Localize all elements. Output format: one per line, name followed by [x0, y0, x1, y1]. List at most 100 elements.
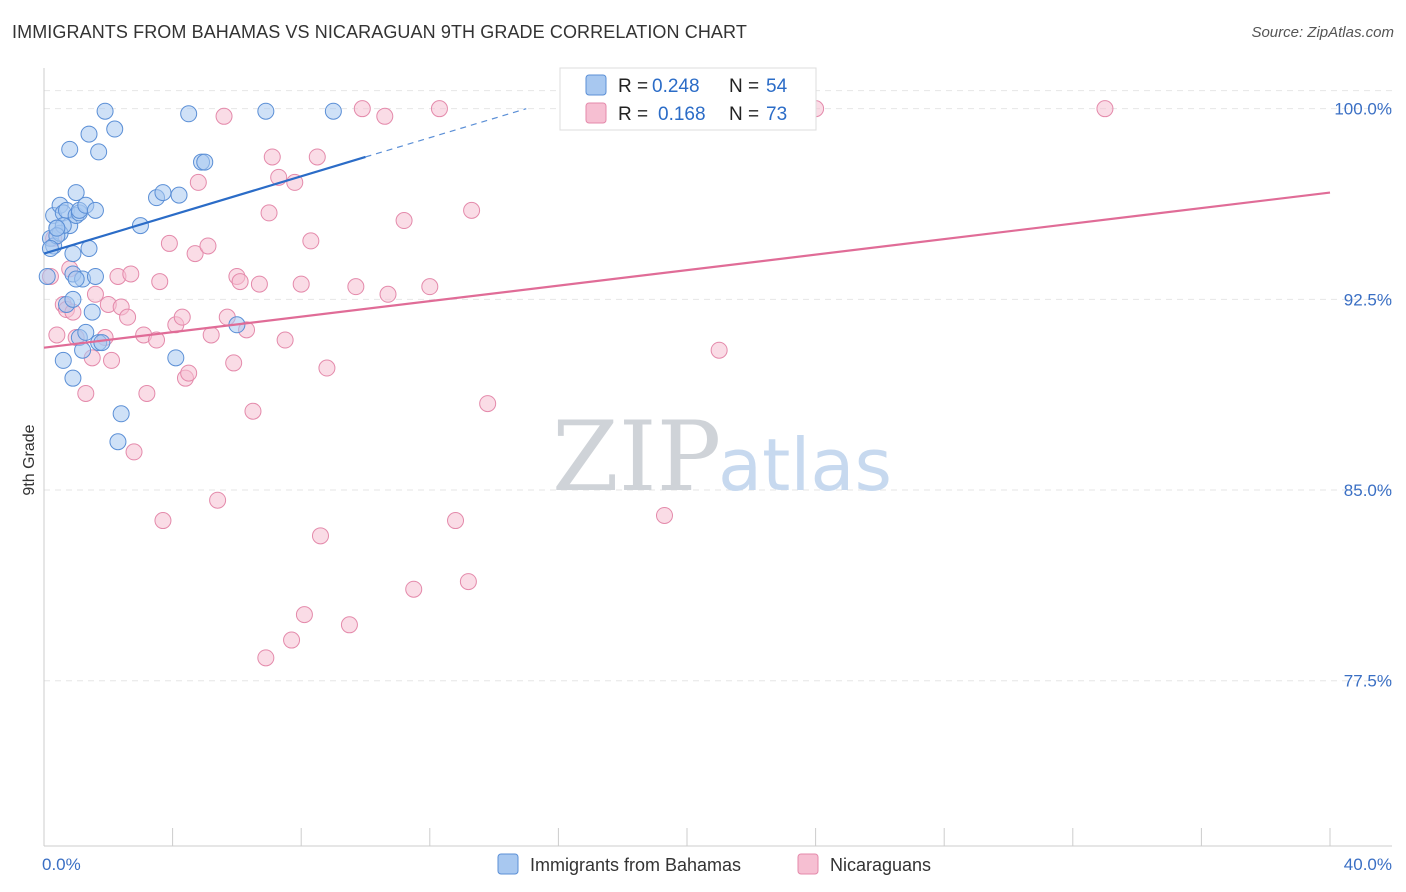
point-nicaraguans-69 — [710, 341, 728, 359]
point-bahamas-33 — [93, 334, 111, 352]
y-tick-label-1: 92.5% — [1344, 290, 1392, 309]
trend-lines — [43, 108, 1331, 349]
point-nicaraguans-40 — [244, 402, 262, 420]
point-nicaraguans-38 — [231, 273, 249, 291]
legend-label-bahamas: Immigrants from Bahamas — [530, 855, 741, 875]
point-nicaraguans-72 — [1096, 100, 1114, 118]
point-bahamas-28 — [83, 303, 101, 321]
point-nicaraguans-26 — [173, 308, 191, 326]
point-bahamas-37 — [112, 405, 130, 423]
point-bahamas-45 — [196, 153, 214, 171]
point-bahamas-16 — [61, 140, 79, 158]
point-nicaraguans-54 — [318, 359, 336, 377]
watermark-atlas: atlas — [718, 423, 892, 507]
point-nicaraguans-10 — [86, 285, 104, 303]
point-bahamas-47 — [257, 102, 275, 120]
stats-r-label-bahamas: R = — [618, 76, 648, 97]
stats-n-label-bahamas: N = — [729, 76, 759, 97]
point-nicaraguans-57 — [353, 100, 371, 118]
point-nicaraguans-21 — [148, 331, 166, 349]
point-nicaraguans-29 — [186, 245, 204, 263]
point-nicaraguans-59 — [379, 285, 397, 303]
point-nicaraguans-63 — [430, 100, 448, 118]
point-bahamas-51 — [67, 270, 85, 288]
trend-line-bahamas-extension — [365, 108, 527, 158]
point-bahamas-50 — [54, 351, 72, 369]
point-bahamas-27 — [80, 240, 98, 258]
point-bahamas-35 — [106, 120, 124, 138]
point-nicaraguans-23 — [154, 512, 172, 530]
point-nicaraguans-50 — [295, 606, 313, 624]
point-bahamas-52 — [48, 219, 66, 237]
trend-line-nicaraguans — [43, 191, 1331, 349]
point-bahamas-31 — [90, 143, 108, 161]
stats-n-value-nicaraguans: 73 — [766, 104, 787, 125]
point-nicaraguans-31 — [199, 237, 217, 255]
point-bahamas-48 — [324, 102, 342, 120]
y-tick-label-0: 100.0% — [1334, 100, 1392, 119]
point-nicaraguans-58 — [376, 107, 394, 125]
point-bahamas-34 — [96, 102, 114, 120]
point-nicaraguans-67 — [479, 395, 497, 413]
stats-n-label-nicaraguans: N = — [729, 104, 759, 125]
point-nicaraguans-68 — [655, 506, 673, 524]
point-nicaraguans-43 — [260, 204, 278, 222]
stats-r-label-nicaraguans: R = — [618, 104, 648, 125]
point-bahamas-49 — [64, 290, 82, 308]
stats-r-value-bahamas: 0.248 — [652, 76, 700, 97]
y-tick-label-2: 85.0% — [1344, 481, 1392, 500]
point-nicaraguans-47 — [283, 631, 301, 649]
y-tick-labels: 100.0% 92.5% 85.0% 77.5% — [1334, 100, 1392, 691]
point-nicaraguans-42 — [257, 649, 275, 667]
point-bahamas-43 — [180, 105, 198, 123]
point-bahamas-36 — [109, 433, 127, 451]
point-nicaraguans-41 — [250, 275, 268, 293]
point-nicaraguans-53 — [311, 527, 329, 545]
y-tick-label-3: 77.5% — [1344, 672, 1392, 691]
point-nicaraguans-34 — [215, 107, 233, 125]
point-bahamas-0 — [38, 267, 56, 285]
point-nicaraguans-18 — [125, 443, 143, 461]
point-nicaraguans-13 — [103, 351, 121, 369]
point-nicaraguans-33 — [209, 491, 227, 509]
point-nicaraguans-56 — [347, 278, 365, 296]
gridlines — [44, 90, 1392, 682]
point-nicaraguans-32 — [202, 326, 220, 344]
stats-swatch-bahamas — [585, 74, 607, 96]
stats-box: R = 0.248 N = 54 R = 0.168 N = 73 — [559, 67, 817, 131]
point-nicaraguans-49 — [292, 275, 310, 293]
point-nicaraguans-65 — [459, 573, 477, 591]
point-bahamas-19 — [67, 184, 85, 202]
point-bahamas-18 — [64, 369, 82, 387]
x-tick-label-0: 0.0% — [42, 855, 81, 874]
point-bahamas-30 — [86, 201, 104, 219]
point-nicaraguans-51 — [302, 232, 320, 250]
chart-title: IMMIGRANTS FROM BAHAMAS VS NICARAGUAN 9T… — [12, 22, 747, 42]
trend-line-bahamas — [43, 155, 366, 255]
point-nicaraguans-28 — [180, 364, 198, 382]
point-nicaraguans-20 — [138, 384, 156, 402]
point-nicaraguans-16 — [119, 308, 137, 326]
point-bahamas-29 — [86, 267, 104, 285]
point-nicaraguans-46 — [276, 331, 294, 349]
point-nicaraguans-44 — [263, 148, 281, 166]
point-nicaraguans-55 — [340, 616, 358, 634]
point-bahamas-42 — [170, 186, 188, 204]
series-bahamas-points — [38, 102, 342, 451]
x-ticks: 0.0% 40.0% — [42, 828, 1392, 874]
point-bahamas-41 — [167, 349, 185, 367]
point-bahamas-40 — [154, 184, 172, 202]
point-nicaraguans-60 — [395, 212, 413, 230]
point-bahamas-26 — [80, 125, 98, 143]
x-tick-label-1: 40.0% — [1344, 855, 1392, 874]
point-nicaraguans-30 — [189, 173, 207, 191]
point-bahamas-24 — [77, 323, 95, 341]
point-nicaraguans-17 — [122, 265, 140, 283]
point-nicaraguans-8 — [77, 384, 95, 402]
series-nicaraguans-points — [41, 100, 1114, 667]
point-bahamas-17 — [64, 245, 82, 263]
y-axis-label: 9th Grade — [21, 424, 38, 495]
point-nicaraguans-61 — [405, 580, 423, 598]
point-nicaraguans-24 — [160, 234, 178, 252]
